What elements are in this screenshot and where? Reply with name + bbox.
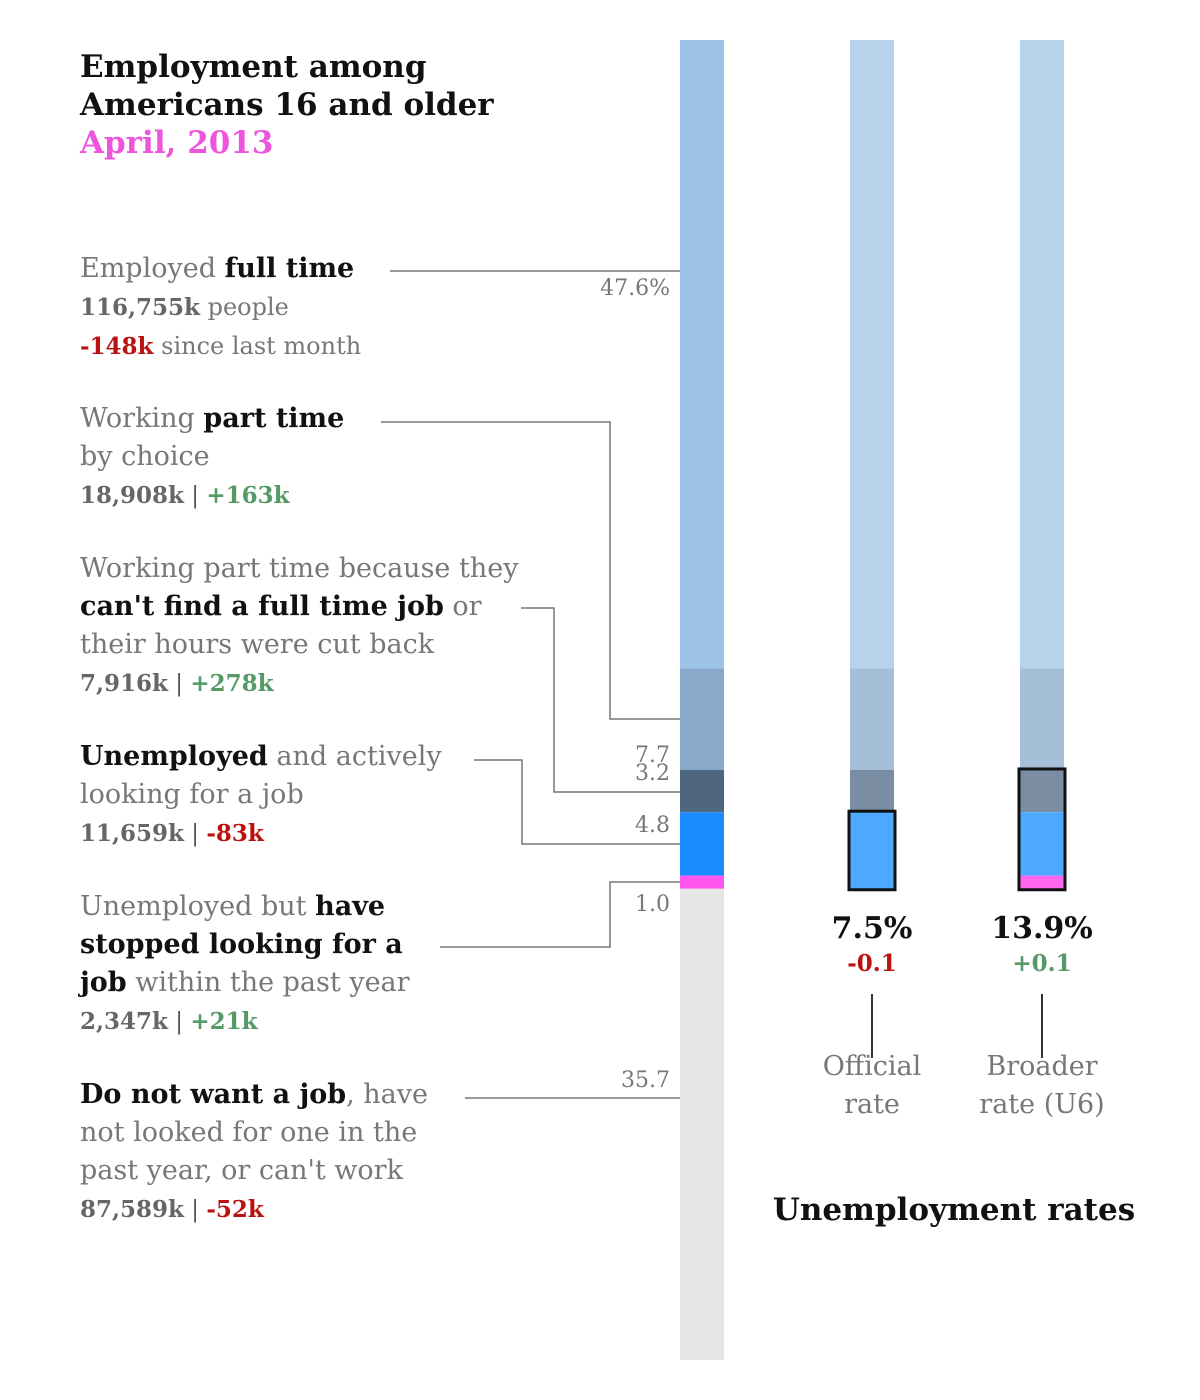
pct-label-unemployed: 4.8 xyxy=(635,813,670,838)
leader-line-part-time-choice xyxy=(381,421,680,720)
unemployed-change: -83k xyxy=(206,820,264,847)
leader-line-discouraged xyxy=(440,881,680,948)
broader-rate-name-1: Broader xyxy=(986,1051,1098,1082)
label-part-time-pre: Working xyxy=(80,403,204,434)
label-discouraged: Unemployed but have stopped looking for … xyxy=(80,888,410,1041)
nilf-change: -52k xyxy=(206,1196,264,1223)
disc-count: 2,347k xyxy=(80,1008,168,1035)
rate-bar-u6-unemployed xyxy=(1020,812,1064,876)
label-econ-line1: Working part time because they xyxy=(80,553,519,584)
label-unemployed-line2: looking for a job xyxy=(80,779,304,810)
official-rate-name-1: Official xyxy=(822,1051,922,1082)
full-time-change: -148k xyxy=(80,333,154,360)
label-disc-bold3: job xyxy=(80,967,127,998)
label-unemployed-bold: Unemployed xyxy=(80,741,268,772)
label-econ-line3: their hours were cut back xyxy=(80,629,435,660)
label-disc-after: within the past year xyxy=(126,967,410,998)
rate-outline-official xyxy=(847,809,897,892)
label-disc-bold1: have xyxy=(315,891,386,922)
full-time-change-suffix: since last month xyxy=(153,332,362,360)
label-nilf-line2: not looked for one in the xyxy=(80,1117,418,1148)
chart-title: Employment among Americans 16 and older … xyxy=(80,48,494,162)
label-econ-after: or xyxy=(443,591,482,622)
label-nilf-bold: Do not want a job xyxy=(80,1079,347,1110)
bar-segment-full-time xyxy=(680,40,724,669)
label-part-time-choice: Working part time by choice 18,908k | +1… xyxy=(80,400,344,515)
label-unemployed-after: and actively xyxy=(267,741,442,772)
econ-count: 7,916k xyxy=(80,670,168,697)
nilf-count: 87,589k xyxy=(80,1196,184,1223)
unemployed-count: 11,659k xyxy=(80,820,184,847)
disc-change: +21k xyxy=(190,1008,258,1035)
title-line-1: Employment among xyxy=(80,49,427,85)
label-disc-pre: Unemployed but xyxy=(80,891,316,922)
title-line-2: Americans 16 and older xyxy=(80,87,494,123)
full-time-count: 116,755k xyxy=(80,294,200,321)
pct-label-full-time: 47.6% xyxy=(600,276,670,301)
bar-segment-discouraged xyxy=(680,875,724,889)
label-full-time-pre: Employed xyxy=(80,253,225,284)
full-time-count-suffix: people xyxy=(199,293,289,321)
pct-label-discouraged: 1.0 xyxy=(635,892,670,917)
label-nilf-line3: past year, or can't work xyxy=(80,1155,403,1186)
pct-label-not-in-labor: 35.7 xyxy=(621,1068,670,1093)
disc-sep: | xyxy=(167,1009,191,1035)
unemployed-sep: | xyxy=(183,821,207,847)
label-disc-bold2: stopped looking for a xyxy=(80,929,403,960)
broader-rate: 13.9% +0.1 Broader rate (U6) xyxy=(942,910,1142,1124)
official-rate-value: 7.5% xyxy=(831,911,913,946)
broader-rate-name-2: rate (U6) xyxy=(979,1089,1105,1120)
official-rate-name-2: rate xyxy=(844,1089,900,1120)
part-time-count: 18,908k xyxy=(80,482,184,509)
pct-label-part-time-choice: 7.7 xyxy=(635,743,670,768)
label-part-time-line2: by choice xyxy=(80,441,210,472)
nilf-sep: | xyxy=(183,1197,207,1223)
part-time-sep: | xyxy=(183,483,207,509)
label-part-time-econ: Working part time because they can't fin… xyxy=(80,550,518,703)
label-unemployed: Unemployed and actively looking for a jo… xyxy=(80,738,442,853)
rate-bar-official-full-time xyxy=(850,40,894,669)
rate-outline-u6 xyxy=(1017,767,1067,892)
broader-rate-value: 13.9% xyxy=(991,911,1093,946)
broader-rate-change: +0.1 xyxy=(1012,950,1072,977)
rate-bar-official-discouraged xyxy=(850,875,894,889)
label-part-time-bold: part time xyxy=(203,403,345,434)
title-date: April, 2013 xyxy=(80,125,274,161)
official-rate: 7.5% -0.1 Official rate xyxy=(772,910,972,1124)
leader-line-part-time-econ xyxy=(521,607,680,793)
label-full-time-bold: full time xyxy=(224,253,355,284)
leader-line-unemployed xyxy=(474,759,680,845)
label-econ-bold: can't find a full time job xyxy=(80,591,444,622)
bar-segment-part-time-econ xyxy=(680,769,724,813)
rate-bar-official-part-time-choice xyxy=(850,668,894,770)
rate-bar-official-unemployed xyxy=(850,812,894,876)
rate-bar-u6-part-time-choice xyxy=(1020,668,1064,770)
part-time-change: +163k xyxy=(206,482,290,509)
bar-segment-not-in-labor xyxy=(680,888,724,1360)
bar-segment-unemployed xyxy=(680,812,724,876)
bar-segment-part-time-choice xyxy=(680,668,724,770)
label-full-time: Employed full time 116,755k people -148k… xyxy=(80,250,361,366)
rate-bar-u6-part-time-econ xyxy=(1020,769,1064,813)
econ-change: +278k xyxy=(190,670,274,697)
official-rate-change: -0.1 xyxy=(847,950,897,977)
pct-label-part-time-econ: 3.2 xyxy=(635,761,670,786)
rate-bar-u6-discouraged xyxy=(1020,875,1064,889)
rate-bar-u6-full-time xyxy=(1020,40,1064,669)
label-nilf-after: , have xyxy=(346,1079,429,1110)
econ-sep: | xyxy=(167,671,191,697)
rate-bar-official-part-time-econ xyxy=(850,769,894,813)
rates-title: Unemployment rates xyxy=(772,1192,1136,1228)
label-not-in-labor: Do not want a job, have not looked for o… xyxy=(80,1076,428,1229)
